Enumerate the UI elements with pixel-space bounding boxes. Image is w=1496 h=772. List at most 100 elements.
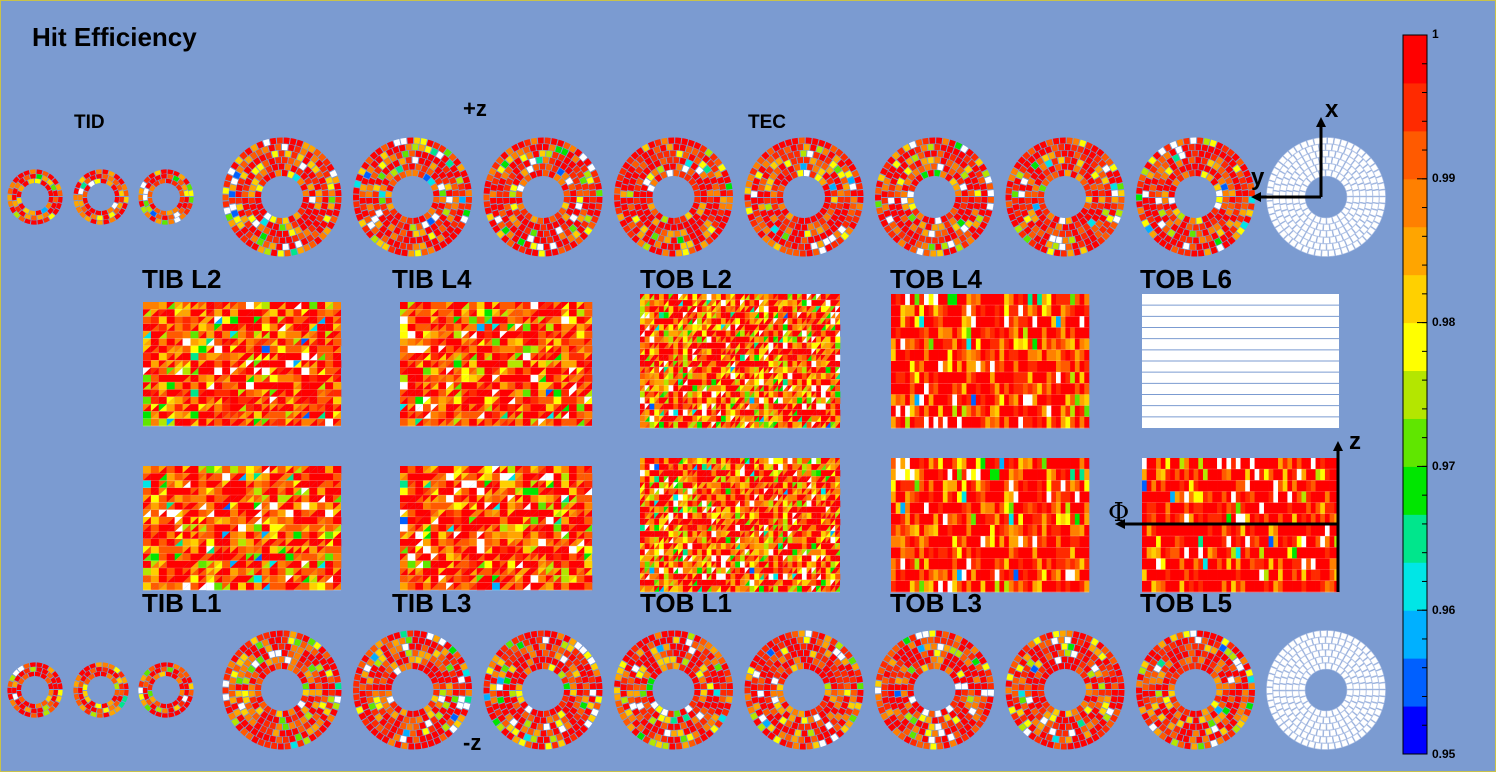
module-cell (816, 470, 822, 477)
module-cell (325, 502, 334, 511)
module-cell (663, 330, 669, 337)
module-cell (415, 487, 424, 496)
module-cell (538, 575, 547, 584)
module-cell (961, 383, 967, 395)
module-cell (245, 323, 254, 332)
module-cell (942, 361, 948, 373)
module-cell (277, 367, 286, 375)
module-cell (749, 324, 755, 331)
module-cell (759, 373, 765, 380)
module-cell (182, 404, 191, 412)
module-cell (768, 458, 774, 465)
module-cell (198, 374, 207, 383)
module-cell (190, 396, 199, 405)
module-cell (914, 416, 920, 429)
module-cell (198, 404, 207, 412)
module-cell (1084, 416, 1090, 429)
module-cell (980, 361, 986, 373)
module-cell (150, 374, 159, 383)
module-cell (238, 389, 246, 397)
module-cell (143, 338, 151, 346)
module-cell (725, 312, 731, 319)
module-cell (423, 560, 432, 569)
module-cell (174, 316, 183, 325)
module-cell (942, 383, 948, 395)
module-cell (530, 374, 539, 383)
module-cell (640, 379, 646, 386)
module-cell (182, 389, 191, 397)
module-cell (277, 353, 286, 361)
module-cell (711, 482, 717, 489)
module-cell (261, 345, 271, 354)
module-cell (206, 480, 215, 489)
module-cell (245, 338, 255, 347)
module-cell (469, 323, 478, 332)
module-cell (446, 509, 455, 518)
module-cell (754, 336, 760, 344)
module-cell (166, 473, 175, 481)
module-cell (891, 372, 897, 384)
module-cell (811, 458, 817, 465)
module-cell (538, 495, 547, 503)
module-cell (150, 382, 159, 390)
module-cell (744, 373, 750, 380)
module-cell (961, 338, 967, 351)
module-cell (1013, 372, 1019, 384)
module-cell (797, 403, 803, 411)
module-cell (966, 327, 972, 339)
module-cell (285, 316, 294, 325)
module-cell (484, 309, 493, 317)
module-cell (222, 466, 231, 474)
module-cell (438, 466, 447, 474)
module-cell (975, 305, 981, 317)
module-cell (317, 316, 326, 324)
module-cell (309, 560, 318, 569)
module-cell (928, 394, 934, 406)
module-cell (317, 316, 326, 324)
module-cell (198, 487, 207, 496)
module-cell (222, 309, 231, 317)
module-cell (1037, 405, 1043, 418)
module-cell (568, 302, 577, 310)
module-cell (484, 575, 493, 584)
module-cell (182, 389, 191, 397)
module-cell (484, 360, 493, 368)
module-cell (971, 316, 977, 328)
module-cell (158, 360, 167, 368)
module-cell (261, 374, 270, 383)
module-cell (1041, 405, 1047, 418)
module-cell (269, 360, 278, 368)
module-cell (222, 553, 231, 562)
module-cell (919, 305, 925, 317)
module-cell (166, 396, 175, 405)
module-cell (492, 331, 501, 339)
module-cell (654, 403, 660, 411)
module-cell (301, 353, 310, 361)
module-cell (309, 316, 318, 324)
module-cell (530, 582, 539, 591)
module-cell (1060, 416, 1066, 429)
module-cell (682, 318, 688, 325)
module-cell (553, 316, 562, 325)
module-cell (476, 546, 485, 554)
module-cell (720, 342, 727, 350)
module-cell (1037, 316, 1043, 328)
module-cell (150, 367, 159, 375)
module-cell (309, 353, 318, 361)
module-cell (222, 389, 231, 398)
module-cell (269, 546, 278, 554)
module-cell (576, 316, 585, 325)
module-cell (687, 458, 693, 465)
module-cell (1070, 327, 1076, 339)
module-cell (961, 394, 967, 406)
module-cell (253, 480, 263, 489)
module-cell (469, 396, 478, 405)
module-cell (545, 323, 554, 332)
module-cell (816, 458, 822, 465)
module-cell (787, 300, 793, 307)
module-cell (1032, 394, 1038, 406)
module-cell (492, 560, 501, 569)
module-cell (438, 302, 447, 310)
module-cell (640, 421, 646, 429)
module-cell (150, 404, 159, 412)
